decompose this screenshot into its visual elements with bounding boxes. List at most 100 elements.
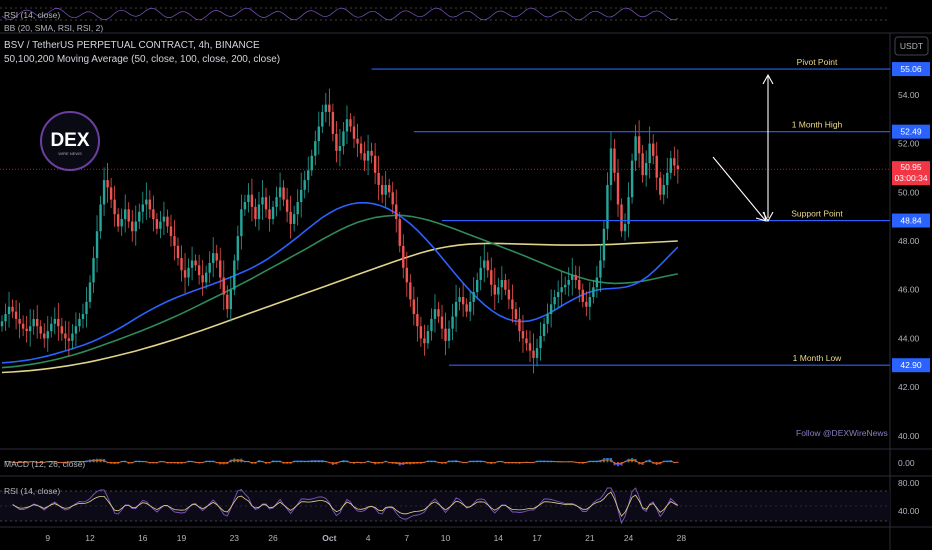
candle-body	[373, 155, 377, 173]
candle-body	[395, 204, 398, 220]
price-level-box	[892, 358, 930, 373]
price-level-text: 42.90	[900, 360, 922, 370]
macd-tick: 0.00	[898, 458, 915, 468]
candle-body	[282, 187, 285, 200]
candle-body	[419, 326, 423, 339]
candle-body	[483, 260, 486, 268]
candle-body	[173, 236, 176, 246]
price-level-text: 52.49	[900, 127, 922, 137]
candle-body	[564, 284, 567, 288]
price-axis: 54.00 52.00 50.00 48.00 46.00 44.00 42.00 40.00	[898, 90, 920, 441]
time-axis-tick: 17	[532, 533, 542, 543]
macd-panel: MACD (12, 26, close) 0.00	[4, 457, 915, 469]
ma50-line	[1, 202, 679, 364]
time-axis-tick: Oct	[322, 533, 336, 543]
candle-body	[546, 314, 549, 324]
candle-body	[345, 119, 349, 132]
candle-body	[574, 275, 577, 280]
candle-body	[50, 323, 53, 332]
candle-body	[447, 328, 451, 341]
candle-body	[169, 226, 173, 237]
candle-body	[630, 160, 634, 198]
candle-body	[416, 314, 419, 327]
candle-body	[212, 253, 215, 263]
candle-body	[124, 209, 127, 220]
candle-body	[655, 155, 658, 178]
candle-body	[444, 328, 447, 341]
price-axis-tick: 50.00	[898, 187, 920, 197]
candle-body	[257, 204, 261, 220]
time-axis-tick: 7	[404, 533, 409, 543]
diagonal-arrow-head	[755, 211, 767, 222]
candle-body	[28, 326, 32, 332]
pivot-point-label: Pivot Point	[797, 57, 838, 67]
candle-body	[356, 138, 359, 144]
candle-body	[659, 177, 662, 195]
candle-body	[430, 318, 433, 332]
candle-body	[46, 331, 49, 339]
time-axis-tick: 14	[494, 533, 504, 543]
candle-body	[402, 245, 405, 268]
candle-body	[102, 180, 106, 205]
candle-body	[116, 214, 120, 227]
price-level-box	[892, 124, 930, 139]
candle-body	[352, 126, 356, 139]
candle-body	[261, 197, 264, 205]
candle-body	[588, 297, 592, 307]
month-high-label: 1 Month High	[792, 120, 843, 130]
candle-body	[458, 297, 461, 302]
candle-body	[454, 301, 458, 317]
candle-body	[183, 270, 187, 278]
candle-body	[95, 231, 99, 259]
candle-body	[204, 272, 208, 283]
candle-body	[476, 279, 479, 293]
candle-body	[240, 209, 243, 237]
candle-body	[528, 343, 532, 351]
candle-body	[264, 197, 268, 210]
macd-bar	[617, 462, 619, 467]
candle-body	[176, 245, 180, 259]
candle-body	[109, 187, 113, 200]
candle-body	[634, 136, 637, 161]
candle-body	[106, 180, 109, 188]
candle-body	[275, 197, 278, 207]
candle-body	[440, 316, 444, 329]
candle-body	[194, 260, 197, 266]
time-axis-tick: 21	[585, 533, 595, 543]
candle-body	[247, 194, 250, 203]
macd-label: MACD (12, 26, close)	[4, 459, 85, 469]
time-axis-tick: 4	[366, 533, 371, 543]
candle-body	[342, 131, 345, 147]
candle-body	[289, 211, 292, 224]
candle-body	[363, 153, 366, 161]
candle-body	[370, 150, 373, 156]
candle-body	[292, 214, 296, 224]
price-level-labels: 55.06 52.49 48.84 42.90	[892, 62, 930, 373]
candle-body	[64, 333, 67, 339]
candle-body	[145, 199, 148, 205]
candle-body	[85, 301, 88, 315]
candle-body	[14, 311, 18, 319]
candle-body	[472, 292, 475, 302]
candle-body	[310, 155, 313, 171]
candle-body	[285, 199, 289, 212]
candle-body	[391, 192, 394, 205]
candle-body	[180, 258, 183, 271]
candle-body	[461, 297, 465, 305]
candle-body	[328, 104, 331, 112]
candle-body	[437, 309, 440, 317]
candle-body	[162, 216, 166, 222]
candle-body	[676, 165, 680, 170]
candle-body	[32, 318, 35, 327]
candle-body	[599, 260, 602, 278]
rsi-tick-40: 40.00	[898, 506, 920, 516]
candle-body	[4, 314, 7, 322]
logo-subtext: WIRE NEWS	[58, 151, 82, 156]
time-axis-tick: 16	[138, 533, 148, 543]
candle-body	[426, 331, 430, 344]
candle-body	[43, 333, 46, 339]
ma-indicator-label: 50,100,200 Moving Average (50, close, 10…	[4, 54, 280, 65]
macd-signal-line	[5, 459, 678, 465]
time-axis: 9 12 16 19 23 26 Oct 4 7 10 14 17 21 24 28	[45, 533, 686, 543]
currency-button[interactable]: USDT	[894, 36, 929, 56]
